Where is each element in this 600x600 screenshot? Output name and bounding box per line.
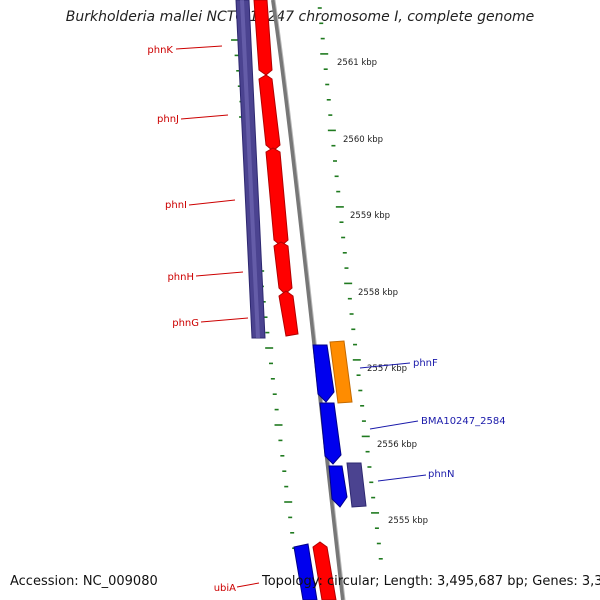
map-title: Burkholderia mallei NCTC 10247 chromosom… xyxy=(65,9,535,25)
leader-phnN xyxy=(377,474,427,482)
gene-label-phnF: phnF xyxy=(413,358,438,369)
backbone-strand xyxy=(271,0,345,600)
gene-label-phnJ: phnJ xyxy=(157,114,179,125)
gene-arrow-phnF-blue xyxy=(312,344,335,403)
leader-ubiA xyxy=(236,582,260,588)
gene-label-ubiA: ubiA xyxy=(214,583,236,594)
scale-label-2560: 2560 kbp xyxy=(343,135,383,145)
scale-label-2558: 2558 kbp xyxy=(358,288,398,298)
scale-label-2561: 2561 kbp xyxy=(337,58,377,68)
scale-label-2559: 2559 kbp xyxy=(350,211,390,221)
leader-BMA10247-2584 xyxy=(369,420,419,430)
leader-phnG xyxy=(200,317,249,323)
leader-phnJ xyxy=(180,114,229,120)
gene-arrow-phnN xyxy=(346,462,367,508)
scale-label-2555: 2555 kbp xyxy=(388,516,428,526)
gene-arrow-phnG xyxy=(278,290,299,337)
gene-label-phnK: phnK xyxy=(147,45,173,56)
accession-text: Accession: NC_009080 xyxy=(10,574,158,589)
leader-phnK xyxy=(175,45,223,50)
gene-arrow-navy-highlight xyxy=(240,0,260,338)
scale-label-2557: 2557 kbp xyxy=(367,364,407,374)
leader-phnH xyxy=(195,271,244,277)
gene-label-BMA10247-2584: BMA10247_2584 xyxy=(421,416,506,427)
leader-phnI xyxy=(188,199,236,206)
gene-arrow-phnJ xyxy=(258,74,281,152)
scale-label-2556: 2556 kbp xyxy=(377,440,417,450)
gene-label-phnN: phnN xyxy=(428,469,455,480)
gene-arrow-phnI xyxy=(265,147,289,247)
topology-text: Topology: circular; Length: 3,495,687 bp… xyxy=(262,574,600,589)
leader-phnF xyxy=(359,362,411,369)
gene-arrow-BMA10247-2584 xyxy=(319,402,342,465)
gene-label-phnI: phnI xyxy=(165,200,187,211)
gene-label-phnH: phnH xyxy=(167,272,194,283)
gene-arrow-phnH xyxy=(273,241,293,295)
gene-arrow-phnF xyxy=(329,340,353,404)
gene-arrow-phnK xyxy=(253,0,273,76)
gene-label-phnG: phnG xyxy=(172,318,199,329)
gene-arrow-phnN-blue xyxy=(328,465,348,508)
gene-arrow-ubiA-blue xyxy=(293,543,318,600)
gene-arrow-ubiA xyxy=(312,541,337,600)
